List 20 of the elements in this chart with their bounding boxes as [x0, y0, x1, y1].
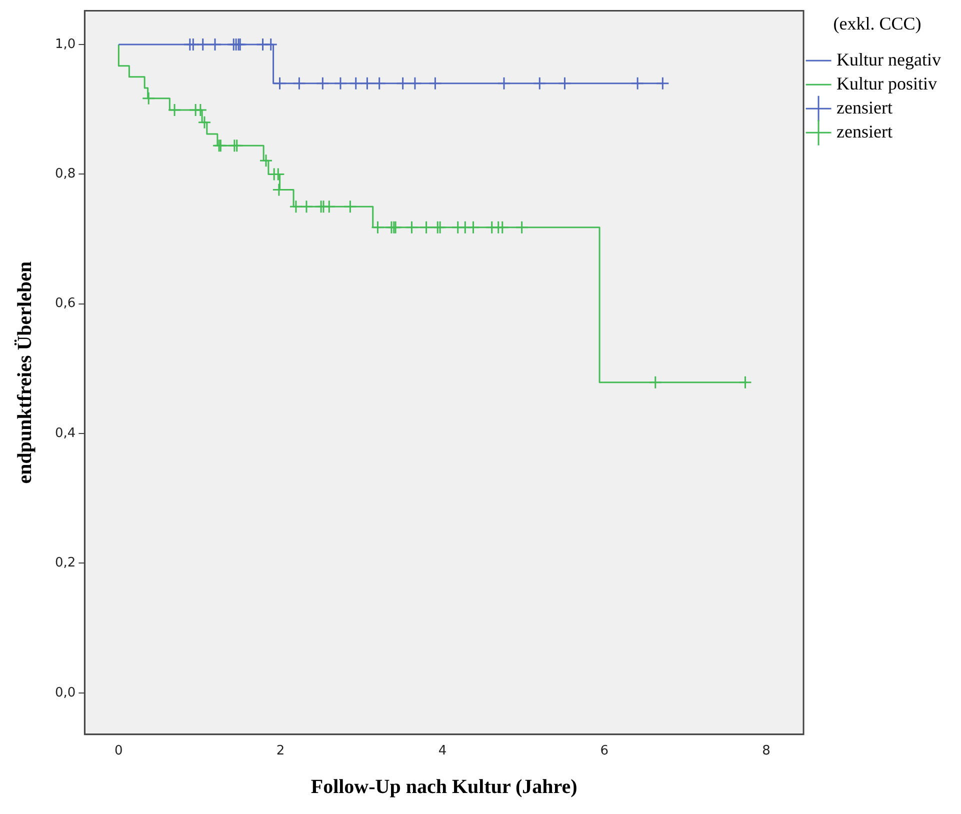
y-tick-label: 0,8	[54, 166, 76, 182]
legend-label: Kultur positiv	[836, 73, 938, 94]
x-tick-label: 6	[600, 744, 609, 759]
x-axis-title: Follow-Up nach Kultur (Jahre)	[310, 776, 578, 798]
x-tick-label: 8	[762, 744, 770, 759]
y-tick-label: 0,2	[54, 556, 76, 571]
legend-label: Kultur negativ	[836, 49, 942, 70]
y-tick-label: 0,6	[54, 296, 76, 312]
y-axis-title: endpunktfreies Überleben	[14, 261, 36, 484]
point	[198, 116, 212, 130]
point	[259, 154, 273, 168]
x-tick-label: 4	[438, 744, 447, 759]
x-tick-label: 2	[276, 744, 285, 759]
legend-title: (exkl. CCC)	[833, 14, 922, 34]
legend-label: zensiert	[836, 97, 892, 118]
x-tick-label: 0	[114, 744, 123, 759]
y-tick-label: 1,0	[54, 36, 76, 52]
y-tick-label: 0,4	[54, 426, 76, 441]
y-tick-label: 0,0	[54, 685, 76, 700]
legend-label: zensiert	[836, 121, 892, 142]
